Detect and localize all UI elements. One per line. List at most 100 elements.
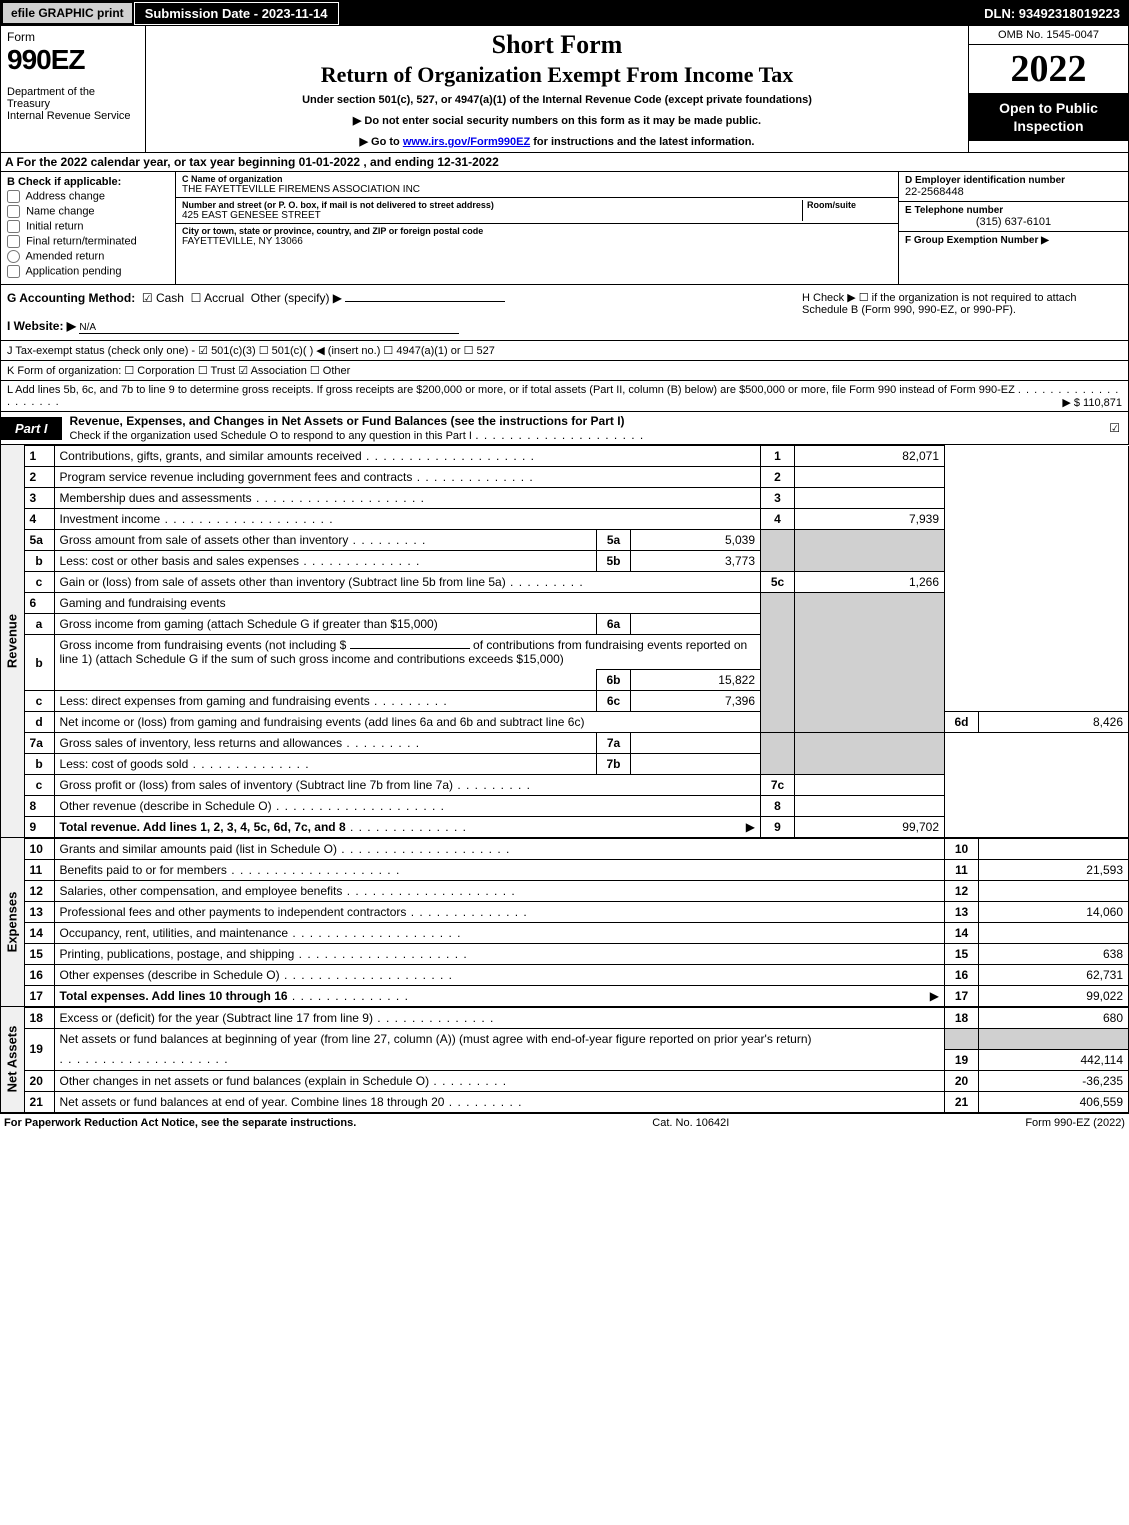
line-7c-desc: Gross profit or (loss) from sales of inv…: [60, 778, 453, 792]
line-6b-box: 6b: [597, 670, 631, 691]
line-10-num: 10: [24, 839, 54, 860]
netassets-vertical-label: Net Assets: [0, 1007, 24, 1113]
line-5a-desc: Gross amount from sale of assets other t…: [60, 533, 349, 547]
header-center: Short Form Return of Organization Exempt…: [146, 26, 968, 152]
line-2-rnum: 2: [761, 467, 795, 488]
box-b-header: B Check if applicable:: [7, 176, 169, 188]
line-16-rnum: 16: [945, 965, 979, 986]
ein-value: 22-2568448: [905, 186, 1122, 198]
row-l: L Add lines 5b, 6c, and 7b to line 9 to …: [0, 381, 1129, 412]
line-12-amt: [979, 881, 1129, 902]
irs-link[interactable]: www.irs.gov/Form990EZ: [403, 136, 530, 148]
part1-checkbox[interactable]: ☑: [1109, 421, 1128, 435]
line-4-desc: Investment income: [60, 512, 161, 526]
line-6c-num: c: [24, 691, 54, 712]
part1-tab: Part I: [1, 417, 62, 440]
ein-label: D Employer identification number: [905, 175, 1122, 186]
line-20-desc: Other changes in net assets or fund bala…: [60, 1074, 430, 1088]
line-13-amt: 14,060: [979, 902, 1129, 923]
tax-year: 2022: [969, 45, 1128, 93]
g-other: Other (specify) ▶: [251, 291, 342, 305]
line-16-desc: Other expenses (describe in Schedule O): [60, 968, 280, 982]
g-accrual: Accrual: [204, 291, 244, 305]
line-4-num: 4: [24, 509, 54, 530]
chk-amended-return[interactable]: Amended return: [7, 250, 169, 263]
line-13-rnum: 13: [945, 902, 979, 923]
line-19-num: 19: [24, 1029, 54, 1071]
street-label: Number and street (or P. O. box, if mail…: [182, 200, 802, 210]
expenses-table: 10 Grants and similar amounts paid (list…: [24, 838, 1129, 1007]
line-5a-box: 5a: [597, 530, 631, 551]
footer-form: Form 990-EZ (2022): [1025, 1117, 1125, 1129]
line-7b-boxval: [631, 754, 761, 775]
line-5c-amt: 1,266: [795, 572, 945, 593]
top-bar: efile GRAPHIC print Submission Date - 20…: [0, 0, 1129, 26]
subtitle-section: Under section 501(c), 527, or 4947(a)(1)…: [154, 94, 960, 106]
line-16-amt: 62,731: [979, 965, 1129, 986]
line-3-rnum: 3: [761, 488, 795, 509]
line-5b-desc: Less: cost or other basis and sales expe…: [60, 554, 299, 568]
submission-date: Submission Date - 2023-11-14: [134, 2, 339, 25]
chk-address-change[interactable]: Address change: [7, 190, 169, 203]
header-left: Form 990EZ Department of the Treasury In…: [1, 26, 146, 152]
g-label: G Accounting Method:: [7, 291, 135, 305]
line-8-desc: Other revenue (describe in Schedule O): [60, 799, 272, 813]
chk-application-pending[interactable]: Application pending: [7, 265, 169, 278]
chk-name-change[interactable]: Name change: [7, 205, 169, 218]
line-15-num: 15: [24, 944, 54, 965]
line-12-num: 12: [24, 881, 54, 902]
chk-final-return[interactable]: Final return/terminated: [7, 235, 169, 248]
line-17-amt: 99,022: [979, 986, 1129, 1007]
g-cash: Cash: [156, 291, 184, 305]
line-10-rnum: 10: [945, 839, 979, 860]
line-6b-desc1: Gross income from fundraising events (no…: [60, 638, 347, 652]
line-4-rnum: 4: [761, 509, 795, 530]
line-9-desc: Total revenue. Add lines 1, 2, 3, 4, 5c,…: [60, 820, 346, 834]
line-15-rnum: 15: [945, 944, 979, 965]
line-5a-num: 5a: [24, 530, 54, 551]
line-6a-boxval: [631, 614, 761, 635]
dept-treasury: Department of the Treasury: [7, 86, 139, 110]
revenue-group: Revenue 1 Contributions, gifts, grants, …: [0, 445, 1129, 838]
part1-header: Part I Revenue, Expenses, and Changes in…: [0, 412, 1129, 445]
line-3-num: 3: [24, 488, 54, 509]
line-18-desc: Excess or (deficit) for the year (Subtra…: [60, 1011, 373, 1025]
line-6b-num: b: [24, 635, 54, 691]
line-5b-num: b: [24, 551, 54, 572]
line-8-amt: [795, 796, 945, 817]
line-7c-amt: [795, 775, 945, 796]
dln: DLN: 93492318019223: [984, 6, 1128, 21]
line-6b-boxval: 15,822: [631, 670, 761, 691]
efile-print-button[interactable]: efile GRAPHIC print: [3, 3, 132, 23]
line-15-amt: 638: [979, 944, 1129, 965]
line-2-amt: [795, 467, 945, 488]
form-word: Form: [7, 30, 139, 44]
line-6a-num: a: [24, 614, 54, 635]
part1-sub: Check if the organization used Schedule …: [70, 430, 472, 442]
line-7b-box: 7b: [597, 754, 631, 775]
line-1-num: 1: [24, 446, 54, 467]
line-21-desc: Net assets or fund balances at end of ye…: [60, 1095, 445, 1109]
line-6c-boxval: 7,396: [631, 691, 761, 712]
expenses-vertical-label: Expenses: [0, 838, 24, 1007]
line-9-rnum: 9: [761, 817, 795, 838]
line-7a-box: 7a: [597, 733, 631, 754]
line-6d-rnum: 6d: [945, 712, 979, 733]
title-return: Return of Organization Exempt From Incom…: [154, 62, 960, 88]
line-6-num: 6: [24, 593, 54, 614]
line-8-rnum: 8: [761, 796, 795, 817]
line-3-desc: Membership dues and assessments: [60, 491, 252, 505]
line-21-rnum: 21: [945, 1091, 979, 1112]
chk-initial-return[interactable]: Initial return: [7, 220, 169, 233]
line-14-desc: Occupancy, rent, utilities, and maintena…: [60, 926, 289, 940]
line-11-amt: 21,593: [979, 860, 1129, 881]
line-16-num: 16: [24, 965, 54, 986]
section-bcdef: B Check if applicable: Address change Na…: [0, 172, 1129, 285]
goto-post: for instructions and the latest informat…: [530, 136, 754, 148]
group-exemption-label: F Group Exemption Number ▶: [905, 235, 1122, 246]
line-5c-desc: Gain or (loss) from sale of assets other…: [60, 575, 506, 589]
form-number: 990EZ: [7, 44, 139, 76]
line-11-rnum: 11: [945, 860, 979, 881]
line-12-desc: Salaries, other compensation, and employ…: [60, 884, 343, 898]
line-17-num: 17: [24, 986, 54, 1007]
